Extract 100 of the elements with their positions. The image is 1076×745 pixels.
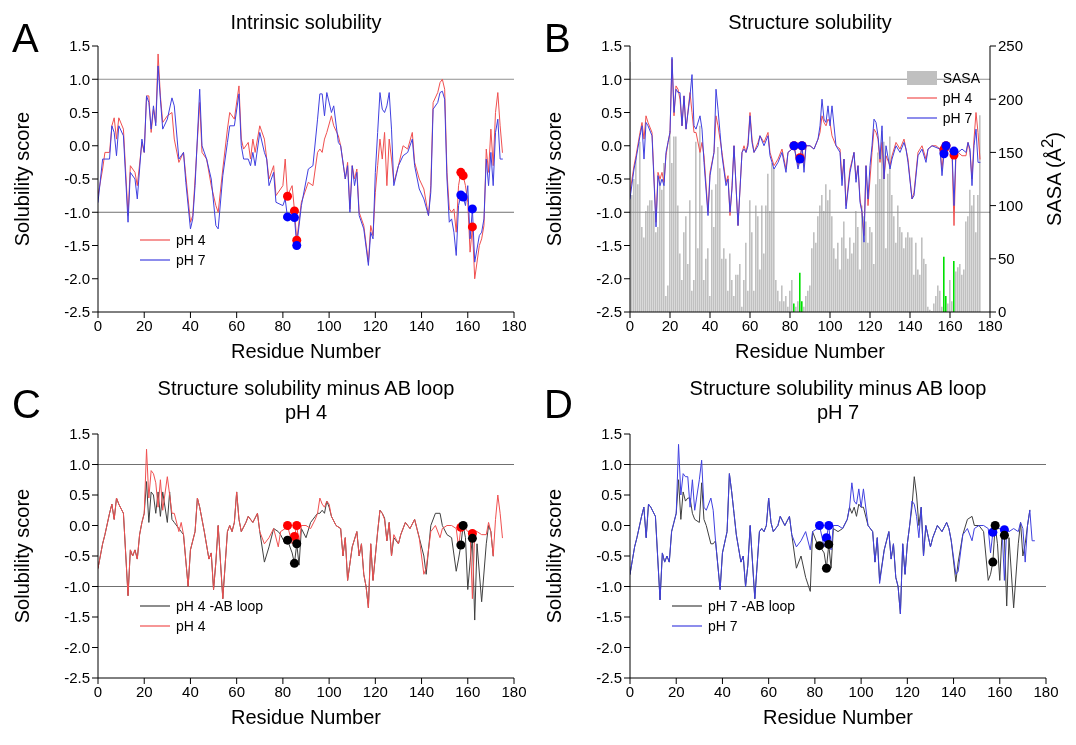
- x-tick-label: 60: [741, 316, 759, 334]
- y-axis-title: Solubility score: [10, 111, 34, 247]
- text: A: [12, 16, 39, 60]
- x-tick-label: 40: [182, 316, 199, 334]
- x-tick-label: 80: [274, 316, 292, 334]
- x-tick-label: 20: [135, 316, 153, 334]
- x-tick-label: 100: [848, 682, 874, 700]
- x-tick-label: 0: [625, 682, 635, 700]
- y-tick-label: -1.0: [64, 203, 90, 221]
- y-tick-label: -0.5: [64, 547, 90, 565]
- chart-title: Structure solubility minus AB loop: [688, 376, 988, 400]
- legend-label: pH 4: [942, 90, 973, 106]
- y-tick-label: 0.5: [69, 103, 90, 121]
- x-tick-label: 120: [857, 316, 883, 334]
- y-tick-label: -2.5: [64, 669, 90, 687]
- x-tick-label: 100: [316, 316, 342, 334]
- legend-label: SASA: [942, 70, 980, 86]
- x-tick-label: 60: [228, 682, 246, 700]
- y2-tick-label: 200: [998, 90, 1024, 108]
- y2-tick-label: 150: [998, 143, 1024, 161]
- x-tick-label: 100: [817, 316, 843, 334]
- x-axis-title: Residue Number: [229, 340, 383, 363]
- y-tick-label: -1.5: [64, 608, 90, 626]
- y-axis-title: Solubility score: [542, 488, 566, 624]
- x-tick-label: 60: [760, 682, 778, 700]
- y-axis-title: Solubility score: [10, 488, 34, 624]
- y2-tick-label: 50: [998, 250, 1015, 268]
- x-tick-label: 0: [93, 682, 103, 700]
- chart-title: Intrinsic solubility: [229, 10, 383, 34]
- x-tick-label: 180: [501, 682, 527, 700]
- x-tick-label: 40: [182, 682, 199, 700]
- x-tick-label: 140: [409, 316, 435, 334]
- legend-label: pH 7: [708, 618, 738, 634]
- x-tick-label: 40: [701, 316, 719, 334]
- y-tick-label: 1.5: [69, 37, 90, 55]
- y-tick-label: -2.5: [596, 669, 622, 687]
- y-tick-label: 0.5: [601, 486, 622, 504]
- y-tick-label: 1.0: [69, 455, 90, 473]
- y-tick-label: 0.5: [69, 486, 90, 504]
- y-tick-label: 1.0: [601, 70, 622, 88]
- y-tick-label: 0.0: [601, 516, 622, 534]
- legend-label: pH 4 -AB loop: [176, 598, 264, 614]
- y-tick-label: -2.0: [64, 638, 90, 656]
- x-tick-label: 40: [714, 682, 731, 700]
- y-tick-label: -2.5: [64, 303, 90, 321]
- y2-tick-label: 100: [998, 196, 1024, 214]
- x-tick-label: 80: [806, 682, 824, 700]
- x-tick-label: 120: [362, 316, 388, 334]
- y2-tick-label: 250: [998, 37, 1024, 55]
- y-tick-label: -1.0: [64, 577, 90, 595]
- x-tick-label: 20: [667, 682, 685, 700]
- y-tick-label: 0.5: [601, 103, 622, 121]
- x-tick-label: 60: [228, 316, 246, 334]
- y-tick-label: 1.0: [69, 70, 90, 88]
- y-tick-label: -1.0: [596, 577, 622, 595]
- y-tick-label: 0.0: [601, 137, 622, 155]
- legend-label: pH 7: [942, 110, 973, 126]
- x-tick-label: 80: [274, 682, 292, 700]
- y-tick-label: 1.5: [601, 425, 622, 443]
- x-tick-label: 140: [897, 316, 923, 334]
- y-tick-label: -2.0: [596, 638, 622, 656]
- x-tick-label: 100: [316, 682, 342, 700]
- y-tick-label: -0.5: [64, 170, 90, 188]
- x-tick-label: 0: [93, 316, 103, 334]
- legend-label: pH 4: [176, 232, 206, 248]
- y-tick-label: -1.5: [64, 236, 90, 254]
- x-tick-label: 160: [455, 682, 481, 700]
- x-tick-label: 120: [362, 682, 388, 700]
- y-tick-label: -1.0: [596, 203, 622, 221]
- x-tick-label: 0: [625, 316, 635, 334]
- legend-label: pH 7 -AB loop: [708, 598, 796, 614]
- x-axis-title: Residue Number: [229, 706, 383, 729]
- x-tick-label: 160: [937, 316, 963, 334]
- x-tick-label: 140: [409, 682, 435, 700]
- y-tick-label: -0.5: [596, 170, 622, 188]
- x-tick-label: 80: [781, 316, 799, 334]
- y-axis-title: Solubility score: [542, 111, 566, 247]
- x-tick-label: 160: [455, 316, 481, 334]
- y-tick-label: 1.5: [69, 425, 90, 443]
- x-tick-label: 140: [941, 682, 967, 700]
- chart-subtitle: pH 7: [815, 400, 861, 424]
- y-tick-label: 0.0: [69, 516, 90, 534]
- chart-title: Structure solubility: [727, 10, 893, 34]
- y-tick-label: -1.5: [596, 608, 622, 626]
- chart-title: Structure solubility minus AB loop: [156, 376, 456, 400]
- y-tick-label: -2.0: [64, 270, 90, 288]
- legend-label: pH 7: [176, 252, 206, 268]
- text: B: [544, 16, 571, 60]
- y-tick-label: -1.5: [596, 236, 622, 254]
- x-tick-label: 160: [987, 682, 1013, 700]
- y-tick-label: 0.0: [69, 137, 90, 155]
- x-axis-title: Residue Number: [733, 340, 887, 363]
- text: D: [544, 382, 573, 426]
- x-axis-title: Residue Number: [761, 706, 915, 729]
- y-tick-label: 1.5: [601, 37, 622, 55]
- chart-subtitle: pH 4: [283, 400, 329, 424]
- legend-label: pH 4: [176, 618, 206, 634]
- y-tick-label: -2.5: [596, 303, 622, 321]
- y-tick-label: -0.5: [596, 547, 622, 565]
- text: C: [12, 382, 41, 426]
